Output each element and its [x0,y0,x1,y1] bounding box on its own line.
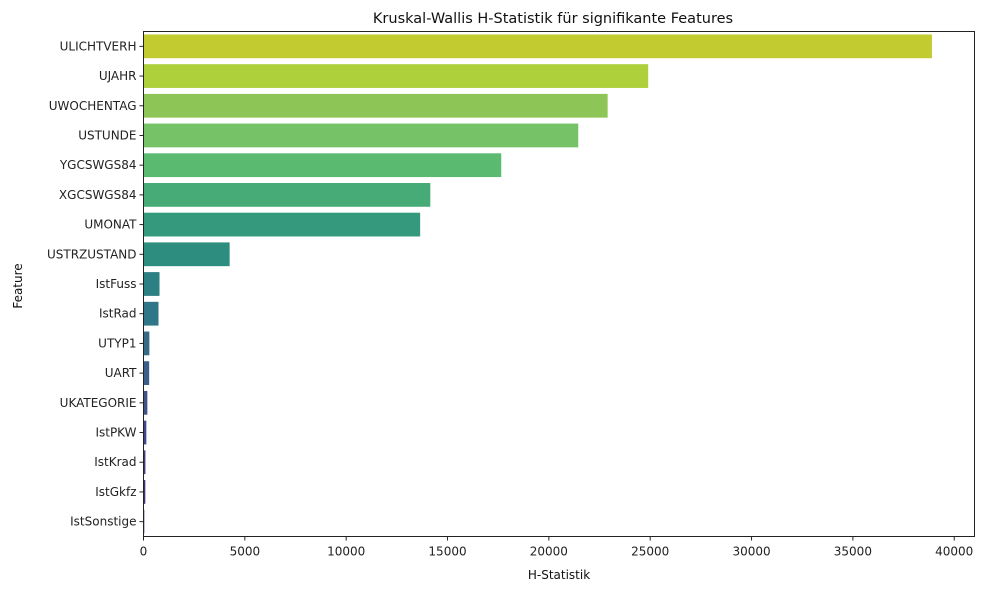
bar-ygcswgs84 [143,153,502,178]
y-tick-label: YGCSWGS84 [59,158,137,172]
y-tick-label: IstKrad [94,455,136,469]
bar-istpkw [143,420,147,445]
x-tick-label: 20000 [530,545,568,559]
y-tick-label: XGCSWGS84 [59,188,137,202]
y-tick-label: USTUNDE [78,128,136,142]
x-tick-label: 35000 [834,545,872,559]
y-tick-label: UWOCHENTAG [49,99,137,113]
y-axis-label: Feature [11,263,25,308]
bar-ulichtverh [143,34,932,59]
bar-istgkfz [143,480,146,504]
bar-istfuss [143,272,160,296]
bar-istkrad [143,450,146,475]
x-axis-ticks: 0 5000 10000 15000 20000 25000 30000 35000 40000 [140,536,973,559]
y-tick-label: ULICHTVERH [60,39,137,53]
bar-ukategorie [143,390,148,415]
x-tick-label: 30000 [732,545,770,559]
chart-title: Kruskal-Wallis H-Statistik für signifika… [373,11,733,27]
bars-group [143,34,932,534]
y-tick-label: IstSonstige [70,515,136,529]
x-axis-label: H-Statistik [528,568,590,582]
bar-ustrzustand [143,242,230,267]
x-tick-label: 40000 [935,545,973,559]
x-tick-label: 0 [140,545,148,559]
y-tick-label: UMONAT [84,218,137,232]
y-axis-ticks: ULICHTVERH UJAHR UWOCHENTAG USTUNDE YGCSWGS8… [47,39,144,529]
bar-istrad [143,301,159,326]
bar-xgcswgs84 [143,183,431,207]
y-tick-label: UKATEGORIE [60,396,137,410]
plot-frame [143,31,975,537]
x-tick-label: 25000 [631,545,669,559]
bar-ustunde [143,123,579,148]
x-tick-label: 5000 [230,545,261,559]
y-tick-label: IstFuss [96,277,137,291]
y-tick-label: UJAHR [99,69,137,83]
y-tick-label: IstPKW [95,426,136,440]
x-tick-label: 10000 [327,545,365,559]
bar-uart [143,361,150,385]
y-tick-label: UART [105,366,137,380]
y-tick-label: IstRad [99,307,137,321]
y-tick-label: IstGkfz [95,485,136,499]
y-tick-label: USTRZUSTAND [47,247,137,261]
y-tick-label: UTYP1 [98,336,136,350]
x-tick-label: 15000 [428,545,466,559]
bar-uwochentag [143,93,608,118]
bar-utyp1 [143,331,150,356]
bar-ujahr [143,64,649,88]
bar-umonat [143,212,421,237]
